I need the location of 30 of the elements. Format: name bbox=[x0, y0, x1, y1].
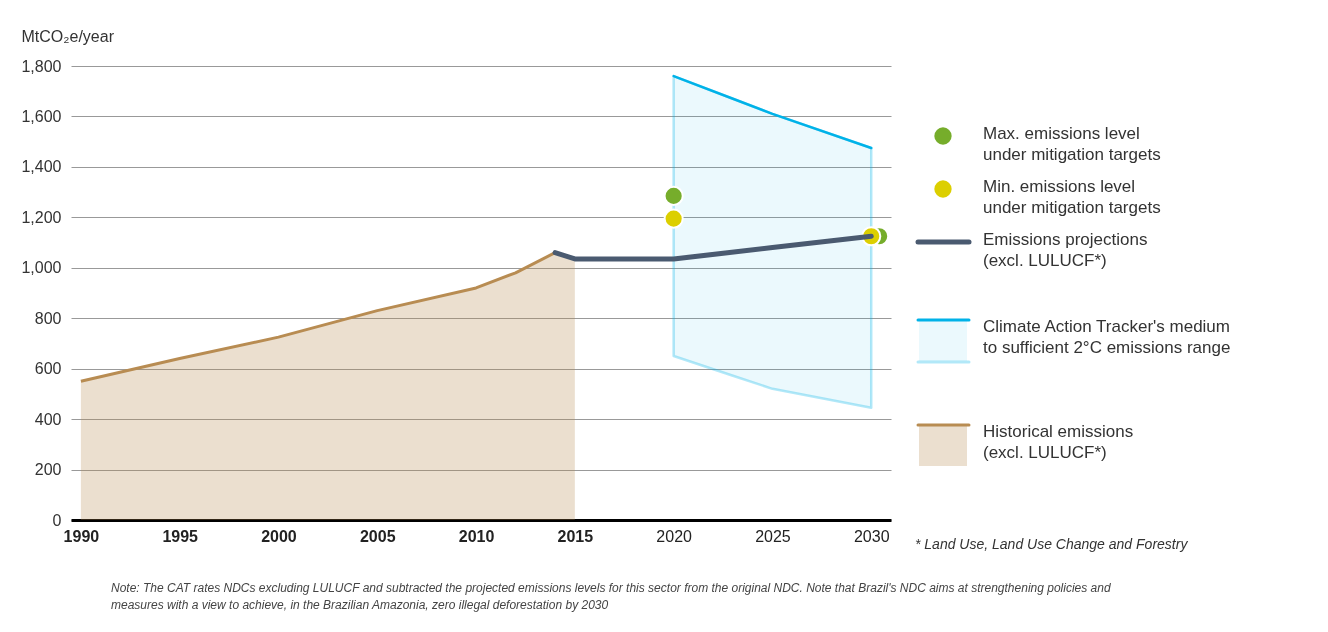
y-tick-label: 1,200 bbox=[21, 208, 62, 226]
x-tick-label: 2005 bbox=[359, 527, 396, 545]
x-tick-label: 1995 bbox=[162, 527, 199, 545]
text: Note: The CAT rates NDCs excluding LULUCF and subtracted the projected emissions levels for this sector from the original NDC. Note that Brazil's NDC aims at strengthening policies and measures with a view to achieve, in the Brazilian Amazonia, zero illegal deforestation by 2030 bbox=[111, 581, 1111, 612]
y-tick-label: 200 bbox=[34, 461, 62, 479]
point bbox=[663, 208, 684, 229]
legend-label: Max. emissions level under mitigation targets bbox=[983, 124, 1161, 164]
x-tick-label: 2000 bbox=[261, 527, 297, 545]
point bbox=[663, 185, 684, 206]
line-series bbox=[672, 74, 873, 150]
y-tick-label: 1,000 bbox=[21, 259, 62, 277]
y-tick-label: 1,400 bbox=[21, 158, 62, 176]
x-tick-label: 1990 bbox=[63, 527, 100, 545]
legend-label: Emissions projections (excl. LULUCF*) bbox=[983, 230, 1148, 270]
y-axis-title: MtCO₂e/year bbox=[21, 27, 115, 45]
x-tick-label: 2030 bbox=[853, 527, 890, 545]
x-tick-label: 2025 bbox=[755, 527, 791, 545]
y-tick-label: 800 bbox=[34, 309, 62, 327]
y-tick-label: 0 bbox=[52, 511, 62, 529]
text: * Land Use, Land Use Change and Forestry bbox=[915, 536, 1189, 552]
legend-label: Historical emissions (excl. LULUCF*) bbox=[983, 422, 1134, 462]
legend-label: Climate Action Tracker's medium to sufficient 2°C emissions range bbox=[983, 317, 1231, 357]
x-tick-label: 2015 bbox=[557, 527, 594, 545]
legend-label: Min. emissions level under mitigation targets bbox=[983, 177, 1161, 217]
x-tick-label: 2010 bbox=[458, 527, 495, 545]
y-tick-label: 600 bbox=[34, 360, 62, 378]
x-tick-label: 2020 bbox=[656, 527, 693, 545]
y-tick-label: 1,800 bbox=[21, 57, 62, 75]
y-tick-label: 400 bbox=[34, 410, 62, 428]
y-tick-label: 1,600 bbox=[21, 107, 62, 125]
